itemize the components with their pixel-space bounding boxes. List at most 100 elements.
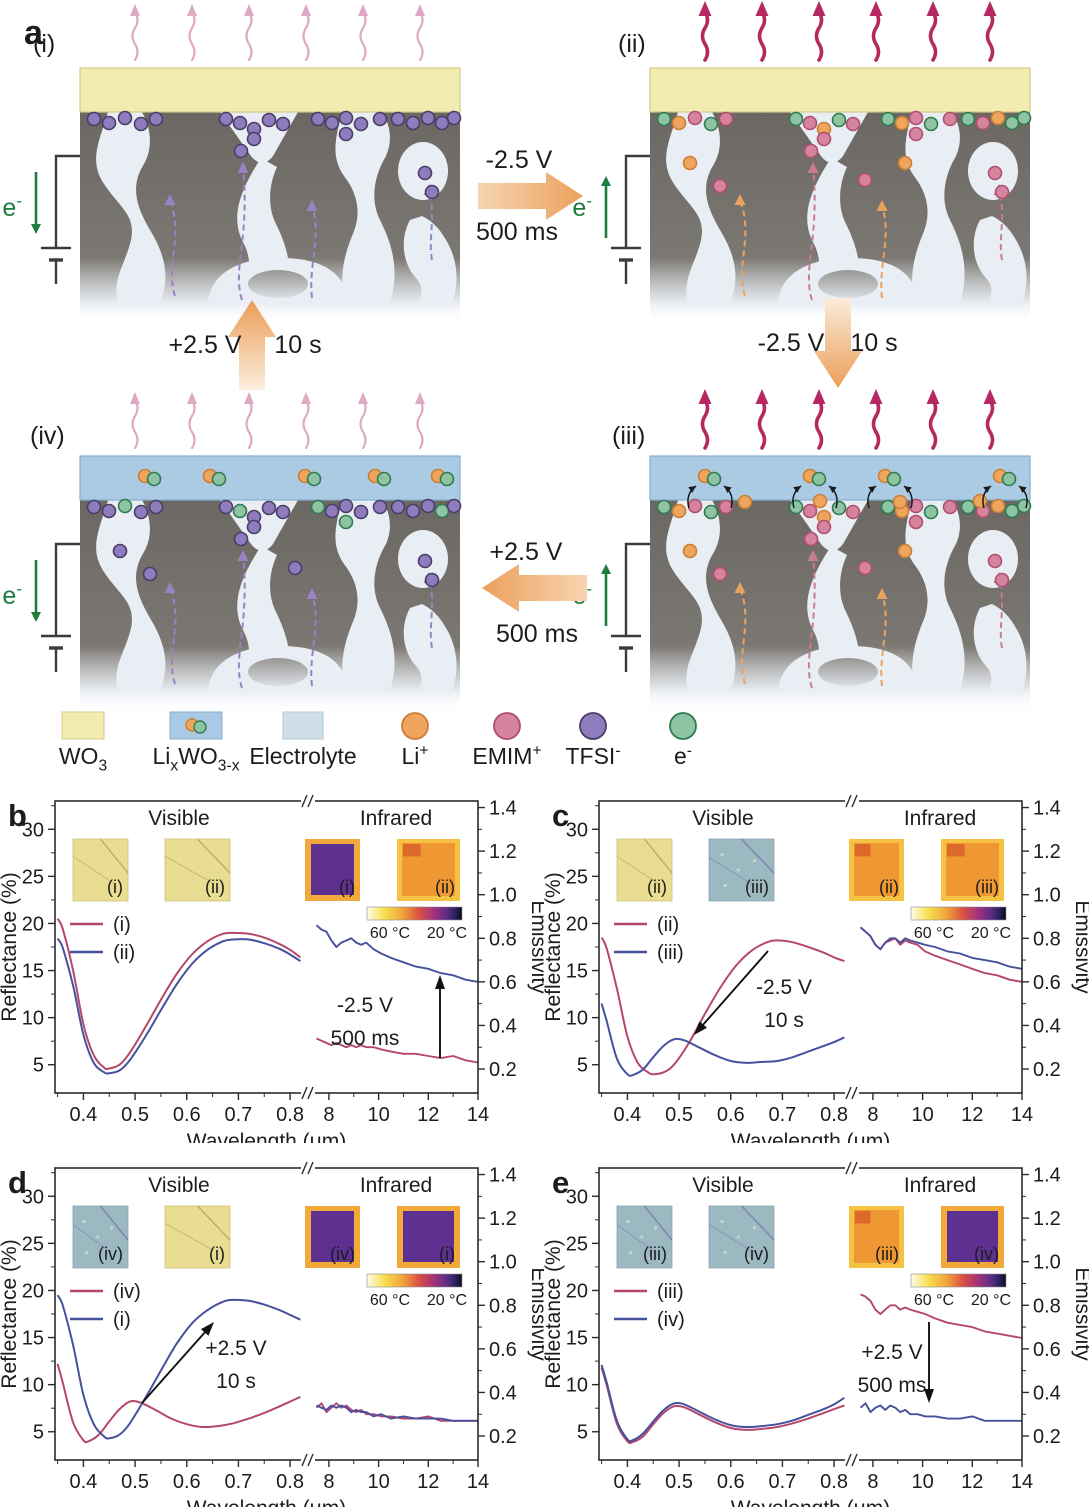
ion-path-arrowhead-icon [876, 588, 888, 599]
inset-infrared-(iv): (iv) [941, 1206, 1004, 1268]
thermal-radiation-arrow-icon [245, 10, 253, 62]
ion-t-icon [148, 111, 164, 127]
leaf-vein [643, 1205, 673, 1241]
ion-p-icon [802, 503, 818, 519]
series-visible-(i) [56, 1294, 301, 1440]
thermal-radiation-arrowhead-icon [358, 392, 368, 404]
inset-infrared-(i): (i) [397, 1206, 460, 1268]
ion-g-icon [788, 111, 804, 127]
series-infrared-(iii) [859, 926, 1023, 970]
ion-path-arrowhead-icon [734, 194, 746, 205]
axis-break-icon [307, 1086, 314, 1100]
y-right-tick-label: 1.0 [489, 1252, 517, 1274]
axis-break-icon [851, 1453, 858, 1467]
thermal-radiation-arrowhead-icon [812, 389, 826, 404]
y-left-tick-label: 20 [566, 1280, 588, 1302]
inset-visible-(iii): (iii) [616, 1205, 673, 1269]
ion-t-icon [142, 566, 158, 582]
speckle [640, 1235, 644, 1239]
y-left-tick-label: 25 [22, 1233, 44, 1255]
region-title-visible: Visible [148, 807, 209, 830]
transition-duration: 500 ms [496, 620, 578, 648]
ion-o-icon [671, 503, 687, 519]
thermal-radiation-arrowhead-icon [415, 392, 425, 404]
ion-o-icon [892, 494, 908, 510]
series-visible-(iii) [600, 1003, 845, 1077]
y-left-tick-label: 15 [22, 961, 44, 983]
bottom-fade-2 [80, 303, 460, 326]
ion-g-icon [880, 499, 896, 515]
ion-t-icon [148, 499, 164, 515]
ion-g-icon [306, 471, 322, 487]
inset-visible-(ii): (ii) [616, 838, 673, 902]
legend-label-Li+: Li+ [401, 742, 428, 769]
y-left-tick-label: 5 [577, 1055, 588, 1077]
ion-t-icon [324, 115, 340, 131]
circuit-wire [624, 542, 650, 636]
y-left-tick-label: 5 [33, 1422, 44, 1444]
y-axis-title-left: Reflectance (%) [544, 872, 565, 1021]
y-right-tick-label: 1.4 [1033, 798, 1061, 820]
ion-path-arrow-icon [310, 205, 317, 299]
series-infrared-(iv) [859, 1402, 1022, 1422]
region-title-infrared: Infrared [360, 807, 432, 830]
ion-p-icon [908, 514, 924, 530]
annotation-text: -2.5 V [337, 994, 393, 1017]
thermal-radiation-arrow-icon [814, 398, 824, 450]
thermal-radiation-arrowhead-icon [301, 392, 311, 404]
speckle [648, 1257, 652, 1261]
y-left-tick-label: 15 [22, 1328, 44, 1350]
x-tick-label: 0.7 [769, 1104, 797, 1126]
y-left-tick-label: 15 [566, 1328, 588, 1350]
x-axis-title: Wavelength (μm) [731, 1497, 891, 1507]
ion-t-icon [424, 184, 440, 200]
inset-image [616, 1205, 673, 1269]
inset-infrared-(ii): (ii) [397, 839, 460, 901]
inset-image [708, 1205, 775, 1269]
ion-g-icon [1004, 503, 1020, 519]
ion-t-icon [324, 503, 340, 519]
thermal-radiation-arrowhead-icon [698, 1, 712, 16]
x-tick-label: 14 [1011, 1104, 1033, 1126]
panel-letter-a: a [24, 14, 44, 52]
legend-swatch-EMIM+ [493, 712, 521, 740]
x-tick-label: 0.6 [717, 1104, 745, 1126]
ion-path-arrow-icon [880, 593, 887, 687]
inset-label: (iv) [330, 1244, 355, 1264]
inset-visible-(i): (i) [72, 838, 129, 902]
ion-t-icon [390, 499, 406, 515]
thermal-radiation-arrowhead-icon [812, 1, 826, 16]
transition-voltage: +2.5 V [169, 331, 242, 359]
ion-p-icon [687, 498, 703, 514]
x-tick-label: 0.6 [717, 1471, 745, 1493]
inset-label: (ii) [647, 877, 667, 897]
colorbar-hot-label: 60 °C [370, 1292, 410, 1309]
legend-label: (ii) [113, 942, 135, 964]
ion-p-icon [712, 178, 728, 194]
ion-g-icon [1016, 498, 1032, 514]
y-right-tick-label: 0.2 [489, 1059, 517, 1081]
x-tick-label: 14 [467, 1471, 489, 1493]
ion-p-icon [803, 531, 819, 547]
axis-break-icon [851, 794, 858, 808]
thermal-radiation-arrow-icon [928, 10, 938, 62]
ion-path-arrowhead-icon [164, 194, 176, 205]
region-title-infrared: Infrared [904, 1174, 976, 1197]
ion-g-icon [960, 499, 976, 515]
electron-label: e- [572, 192, 592, 223]
thermal-radiation-arrowhead-icon [187, 392, 197, 404]
temperature-colorbar [366, 906, 463, 921]
ion-g-icon [117, 498, 133, 514]
transition-duration: 500 ms [476, 218, 558, 246]
electron-label: e- [2, 580, 22, 611]
bottom-fade [80, 646, 460, 692]
legend-label-TFSI-: TFSI- [565, 742, 620, 769]
colorbar-cold-label: 20 °C [427, 925, 467, 942]
thermal-radiation-arrowhead-icon [244, 392, 254, 404]
inset-visible-(iv): (iv) [708, 1205, 775, 1269]
y-left-tick-label: 30 [566, 1186, 588, 1208]
arrow-head-icon [688, 486, 696, 493]
electrolyte-channel [666, 112, 736, 303]
panel-letter-d: d [8, 1165, 27, 1200]
state-label-ii: (ii) [618, 30, 646, 58]
